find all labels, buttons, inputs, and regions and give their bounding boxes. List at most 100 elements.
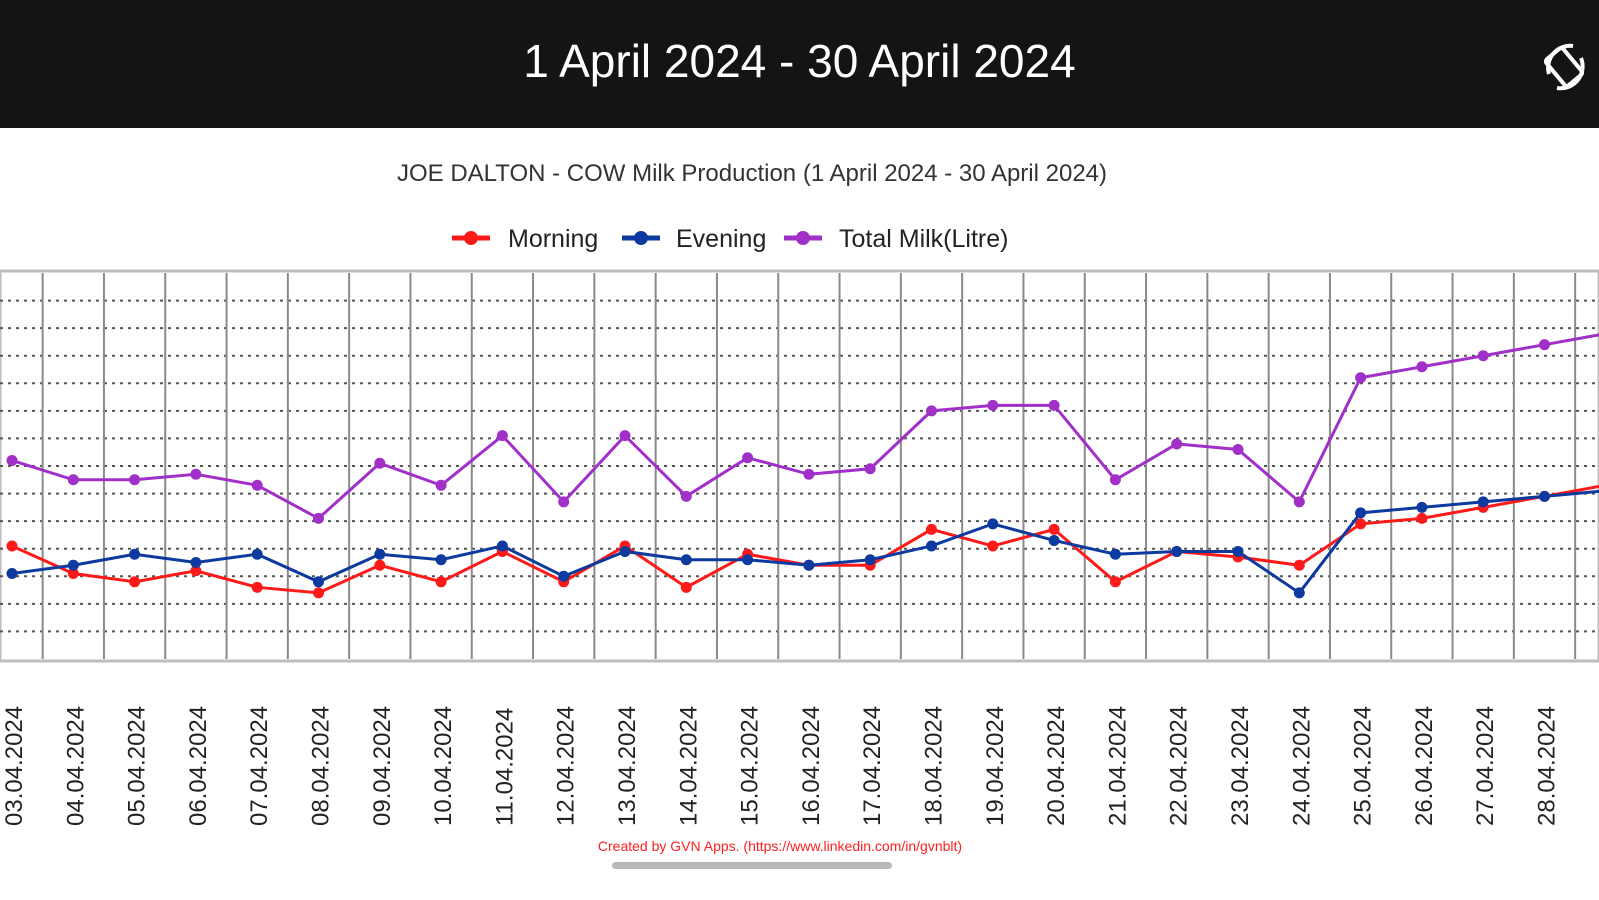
data-point[interactable]	[987, 518, 999, 530]
data-point[interactable]	[926, 405, 937, 417]
data-point[interactable]	[1109, 576, 1121, 588]
x-tick-label: 08.04.2024	[308, 706, 335, 826]
date-range-title: 1 April 2024 - 30 April 2024	[523, 35, 1076, 87]
data-point[interactable]	[1355, 372, 1367, 384]
data-point[interactable]	[251, 479, 263, 491]
data-point[interactable]	[987, 399, 999, 411]
x-tick-label: 21.04.2024	[1104, 706, 1131, 826]
data-point[interactable]	[6, 454, 18, 466]
data-point[interactable]	[742, 452, 754, 464]
series-2	[6, 333, 1599, 524]
data-point[interactable]	[251, 548, 263, 560]
data-point[interactable]	[374, 559, 386, 571]
data-point[interactable]	[1355, 518, 1367, 530]
data-point[interactable]	[1416, 512, 1428, 524]
data-point[interactable]	[1477, 496, 1489, 508]
data-point[interactable]	[6, 540, 18, 552]
data-point[interactable]	[251, 581, 263, 593]
data-point[interactable]	[129, 548, 141, 560]
data-point[interactable]	[1416, 501, 1428, 513]
x-tick-label: 18.04.2024	[921, 706, 948, 826]
x-tick-label: 05.04.2024	[124, 706, 151, 826]
legend-evening[interactable]: Evening	[622, 225, 766, 253]
data-point[interactable]	[67, 474, 79, 486]
legend-total[interactable]: Total Milk(Litre)	[784, 225, 1008, 253]
data-point[interactable]	[803, 468, 815, 480]
data-point[interactable]	[1539, 339, 1550, 351]
data-point[interactable]	[864, 554, 876, 566]
data-point[interactable]	[496, 540, 508, 552]
data-point[interactable]	[129, 576, 141, 588]
data-point[interactable]	[313, 576, 324, 588]
data-point[interactable]	[1171, 545, 1183, 557]
milk-production-chart: JOE DALTON - COW Milk Production (1 Apri…	[0, 160, 1599, 854]
x-tick-label: 25.04.2024	[1350, 706, 1377, 826]
data-point[interactable]	[67, 559, 79, 571]
data-point[interactable]	[190, 565, 202, 577]
data-point[interactable]	[1048, 534, 1060, 546]
data-point[interactable]	[67, 568, 79, 580]
data-point[interactable]	[1416, 361, 1428, 373]
data-point[interactable]	[1048, 523, 1060, 535]
data-point[interactable]	[374, 457, 386, 469]
x-tick-label: 27.04.2024	[1472, 706, 1499, 826]
data-point[interactable]	[435, 479, 447, 491]
screen-rotation-icon[interactable]	[1535, 36, 1595, 96]
data-point[interactable]	[1232, 443, 1244, 455]
legend-evening-label: Evening	[676, 225, 766, 253]
data-point[interactable]	[680, 490, 692, 502]
data-point[interactable]	[1109, 474, 1121, 486]
legend-total-label: Total Milk(Litre)	[839, 225, 1008, 253]
series-layer	[6, 333, 1599, 599]
x-tick-label: 06.04.2024	[185, 706, 212, 826]
x-tick-label: 13.04.2024	[614, 706, 641, 826]
data-point[interactable]	[1171, 438, 1183, 450]
data-point[interactable]	[313, 512, 324, 524]
data-point[interactable]	[1293, 587, 1305, 599]
data-point[interactable]	[619, 545, 631, 557]
data-point[interactable]	[313, 587, 324, 599]
data-point[interactable]	[435, 576, 447, 588]
top-bar: 1 April 2024 - 30 April 2024	[0, 0, 1599, 128]
legend-morning-label: Morning	[508, 225, 598, 253]
data-point[interactable]	[1539, 490, 1550, 502]
data-point[interactable]	[1477, 350, 1489, 362]
data-point[interactable]	[680, 554, 692, 566]
data-point[interactable]	[1109, 548, 1121, 560]
data-point[interactable]	[190, 468, 202, 480]
data-point[interactable]	[619, 430, 631, 442]
x-tick-label: 11.04.2024	[491, 708, 518, 826]
data-point[interactable]	[864, 463, 876, 475]
data-point[interactable]	[926, 540, 937, 552]
data-point[interactable]	[803, 559, 815, 571]
x-tick-label: 17.04.2024	[859, 706, 886, 826]
data-point[interactable]	[1293, 559, 1305, 571]
data-point[interactable]	[987, 540, 999, 552]
x-tick-label: 03.04.2024	[1, 706, 28, 826]
data-point[interactable]	[190, 557, 202, 568]
legend-morning[interactable]: Morning	[452, 225, 598, 253]
data-point[interactable]	[129, 474, 141, 486]
credit-text[interactable]: Created by GVN Apps. (https://www.linked…	[598, 838, 962, 854]
data-point[interactable]	[1293, 496, 1305, 508]
data-point[interactable]	[1048, 399, 1060, 411]
data-point[interactable]	[742, 554, 754, 566]
data-point[interactable]	[1232, 545, 1244, 557]
data-point[interactable]	[435, 554, 447, 566]
data-point[interactable]	[496, 430, 508, 442]
x-tick-label: 24.04.2024	[1288, 706, 1315, 826]
x-tick-label: 16.04.2024	[798, 706, 825, 826]
chart-title: JOE DALTON - COW Milk Production (1 Apri…	[397, 160, 1107, 187]
data-point[interactable]	[558, 496, 570, 508]
horizontal-scrollbar[interactable]	[612, 862, 892, 869]
x-tick-label: 12.04.2024	[553, 706, 580, 826]
data-point[interactable]	[6, 568, 18, 580]
data-point[interactable]	[1355, 507, 1367, 519]
data-point[interactable]	[926, 523, 937, 535]
x-tick-label: 28.04.2024	[1534, 706, 1561, 826]
plot-frame	[0, 269, 1599, 663]
x-tick-label: 23.04.2024	[1227, 706, 1254, 826]
data-point[interactable]	[680, 581, 692, 593]
data-point[interactable]	[374, 548, 386, 560]
data-point[interactable]	[558, 570, 570, 582]
